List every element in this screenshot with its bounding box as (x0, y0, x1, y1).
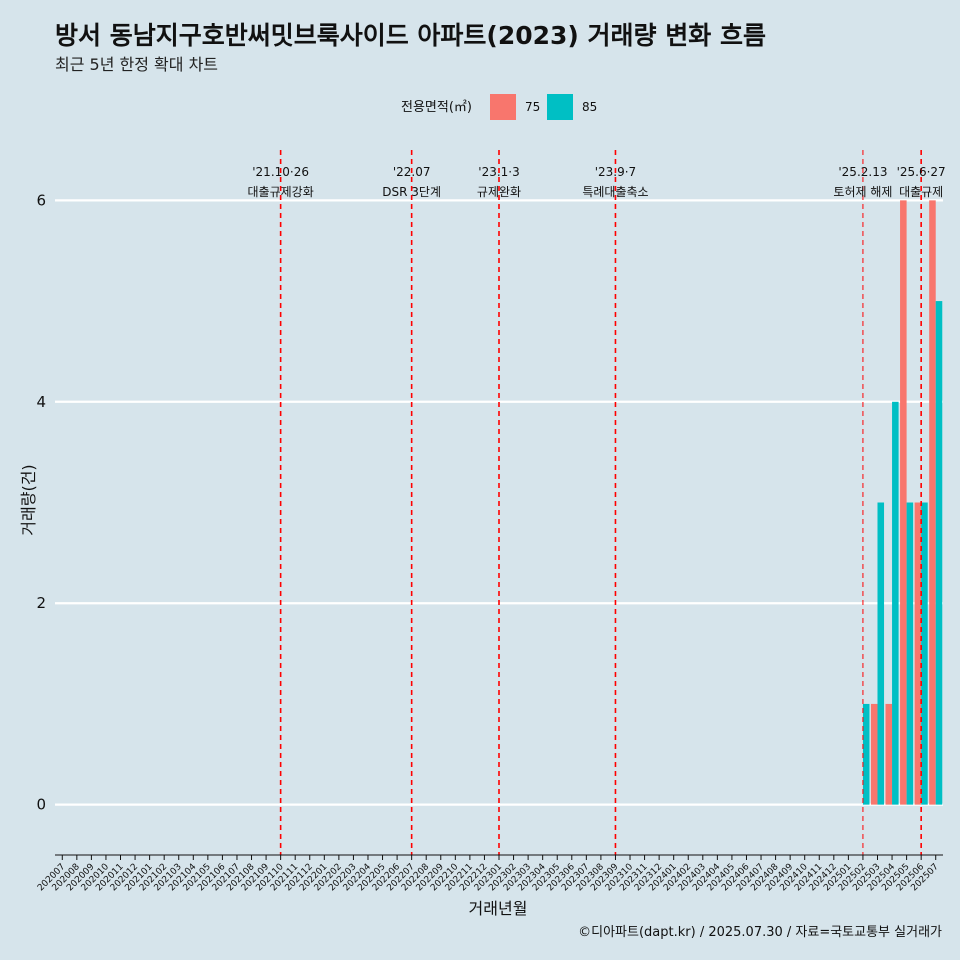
y-axis-title: 거래량(건) (19, 464, 38, 535)
legend: 전용면적(㎡) 75 85 (401, 94, 597, 120)
bar-85-202506 (921, 502, 928, 805)
bar-75-202507 (929, 200, 936, 805)
legend-swatch-85 (547, 94, 573, 120)
y-tick-label: 0 (36, 796, 46, 814)
event-label: 규제완화 (477, 185, 521, 199)
bar-85-202503 (877, 502, 885, 805)
grid-lines (55, 199, 943, 806)
bar-75-202504 (885, 703, 893, 805)
event-label: 대출규제강화 (248, 185, 314, 199)
bar-85-202505 (906, 502, 914, 805)
event-label: 토허제 해제 (833, 185, 892, 199)
event-date-label: '25.2.13 (838, 165, 887, 179)
caption: ©디아파트(dapt.kr) / 2025.07.30 / 자료=국토교통부 실… (578, 925, 942, 940)
x-axis: 2020072020082020092020102020112020122021… (36, 854, 943, 893)
bar-85-202502 (862, 703, 870, 805)
y-tick-label: 6 (36, 191, 46, 209)
event-date-label: '25.6·27 (897, 165, 946, 179)
event-label: 대출규제 (899, 185, 943, 199)
event-date-label: '23.9·7 (595, 165, 636, 179)
legend-label-85: 85 (582, 100, 597, 114)
y-tick-label: 2 (36, 594, 46, 612)
bars (862, 200, 943, 805)
legend-label-75: 75 (525, 100, 540, 114)
x-axis-title: 거래년월 (469, 899, 528, 918)
y-tick-labels: 0 2 4 6 (36, 191, 46, 813)
event-date-label: '21.10·26 (252, 165, 309, 179)
legend-swatch-75 (490, 94, 516, 120)
event-label: 특례대출축소 (582, 185, 648, 199)
chart-title: 방서 동남지구호반써밋브룩사이드 아파트(2023) 거래량 변화 흐름 (55, 21, 766, 50)
event-label: DSR 3단계 (382, 185, 441, 199)
bar-75-202503 (870, 703, 878, 805)
bar-75-202506 (914, 502, 922, 805)
bar-75-202505 (900, 200, 907, 805)
event-date-label: '23.1·3 (478, 165, 519, 179)
event-date-label: '22.07 (393, 165, 431, 179)
chart-subtitle: 최근 5년 한정 확대 차트 (55, 55, 218, 74)
bar-85-202507 (935, 301, 943, 805)
legend-title: 전용면적(㎡) (401, 100, 472, 115)
y-tick-label: 4 (36, 393, 46, 411)
event-markers: '21.10·26 대출규제강화 '22.07 DSR 3단계 '23.1·3 규제완화 '… (248, 150, 946, 855)
bar-85-202504 (892, 401, 899, 805)
